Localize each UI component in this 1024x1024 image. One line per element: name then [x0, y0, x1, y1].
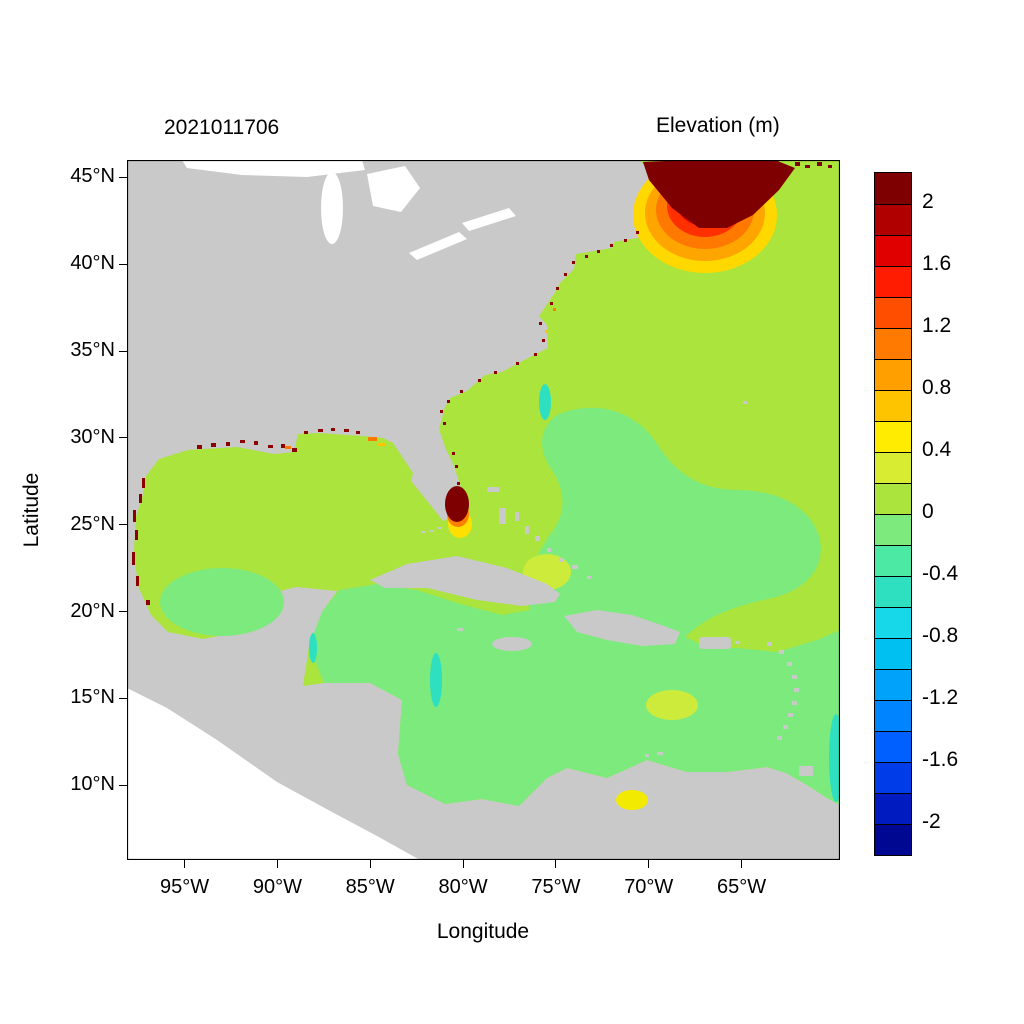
y-axis-title: Latitude	[20, 472, 43, 548]
y-tick-mark	[119, 176, 127, 178]
x-tick-label: 80°W	[438, 876, 488, 898]
x-tick-mark	[555, 860, 557, 868]
y-tick-mark	[119, 350, 127, 352]
colorbar-band	[875, 514, 911, 545]
x-tick-label: 85°W	[345, 876, 395, 898]
gulf-coast-high-specks	[197, 428, 360, 452]
x-tick-mark	[184, 860, 186, 868]
islands	[370, 401, 813, 776]
colorbar-band	[875, 483, 911, 514]
colorbar-band	[875, 421, 911, 452]
y-tick-mark	[119, 437, 127, 439]
colorbar-title: Elevation (m)	[656, 114, 780, 137]
hispaniola-south-patch	[646, 690, 698, 720]
lake-huron	[367, 166, 420, 212]
x-tick-label: 90°W	[252, 876, 302, 898]
lake-michigan	[321, 172, 343, 244]
colorbar-tick-label: 0.4	[922, 438, 952, 461]
caribbean-low-region	[309, 584, 840, 806]
y-tick-mark	[119, 524, 127, 526]
florida-hotspot	[445, 486, 472, 538]
x-tick-mark	[276, 860, 278, 868]
y-tick-label: 35°N	[70, 339, 115, 362]
jamaica-island	[492, 637, 532, 651]
y-tick-mark	[119, 784, 127, 786]
y-tick-label: 40°N	[70, 252, 115, 275]
colorbar-band	[875, 204, 911, 235]
colorbar-band	[875, 390, 911, 421]
colorbar-tick-label: -0.8	[922, 624, 959, 647]
colorbar-band	[875, 824, 911, 855]
gulf-coast-orange-specks	[285, 437, 385, 449]
great-lakes	[182, 160, 516, 260]
colorbar-band	[875, 297, 911, 328]
puerto-rico-island	[699, 637, 731, 649]
east-coast-high-specks	[440, 231, 639, 485]
cuba-island	[370, 556, 560, 606]
y-tick-label: 25°N	[70, 512, 115, 535]
colorbar-band	[875, 793, 911, 824]
negative-teal-patches	[309, 384, 840, 802]
lake-erie	[409, 232, 467, 260]
colorbar-band	[875, 328, 911, 359]
hispaniola-island	[564, 610, 680, 646]
colorbar-tick-label: -1.6	[922, 748, 959, 771]
colorbar-band	[875, 266, 911, 297]
y-tick-label: 20°N	[70, 599, 115, 622]
colorbar-band	[875, 173, 911, 204]
cayman-island	[457, 628, 463, 631]
campeche-low-region	[160, 568, 284, 636]
lake-superior	[182, 160, 365, 177]
colorbar-tick-label: 1.6	[922, 252, 952, 275]
y-tick-mark	[119, 611, 127, 613]
colorbar-band	[875, 762, 911, 793]
colorbar-band	[875, 545, 911, 576]
colorbar-band	[875, 576, 911, 607]
colorbar-band	[875, 359, 911, 390]
atlantic-low-region	[528, 407, 821, 675]
x-tick-mark	[741, 860, 743, 868]
colorbar-band	[875, 607, 911, 638]
colorbar-band	[875, 731, 911, 762]
plot-timestamp-title: 2021011706	[164, 116, 280, 139]
x-tick-mark	[462, 860, 464, 868]
trinidad-island	[799, 766, 813, 776]
mexico-coast-high-specks	[132, 478, 150, 605]
colorbar-band	[875, 235, 911, 266]
colorbar-band	[875, 638, 911, 669]
map-plot-area	[127, 160, 840, 860]
y-tick-mark	[119, 697, 127, 699]
x-tick-mark	[369, 860, 371, 868]
y-tick-label: 45°N	[70, 165, 115, 188]
colorbar-tick-label: 2	[922, 190, 934, 213]
colorbar-band	[875, 669, 911, 700]
fundy-hotspot	[633, 160, 832, 273]
y-tick-mark	[119, 263, 127, 265]
x-tick-label: 70°W	[624, 876, 674, 898]
x-axis-title: Longitude	[436, 920, 530, 943]
x-tick-mark	[648, 860, 650, 868]
colorbar-tick-label: -2	[922, 810, 941, 833]
x-tick-label: 75°W	[531, 876, 581, 898]
x-tick-label: 95°W	[159, 876, 210, 898]
colorbar-band	[875, 700, 911, 731]
y-tick-label: 30°N	[70, 425, 115, 448]
colorbar-tick-label: 1.2	[922, 314, 952, 337]
colorbar-tick-label: -1.2	[922, 686, 959, 709]
y-tick-label: 15°N	[70, 686, 115, 709]
pacific-out-of-domain	[127, 688, 420, 860]
y-tick-label: 10°N	[70, 773, 115, 796]
colorbar-tick-label: 0.8	[922, 376, 952, 399]
colorbar-band	[875, 452, 911, 483]
bermuda-island	[743, 401, 747, 404]
colorbar-tick-label: 0	[922, 500, 934, 523]
lake-ontario	[462, 208, 516, 231]
plot-frame	[127, 160, 840, 860]
colorbar-tick-label: -0.4	[922, 562, 959, 585]
venezuela-yellow-patch	[616, 790, 648, 810]
x-tick-label: 65°W	[717, 876, 767, 898]
colorbar	[874, 172, 912, 856]
